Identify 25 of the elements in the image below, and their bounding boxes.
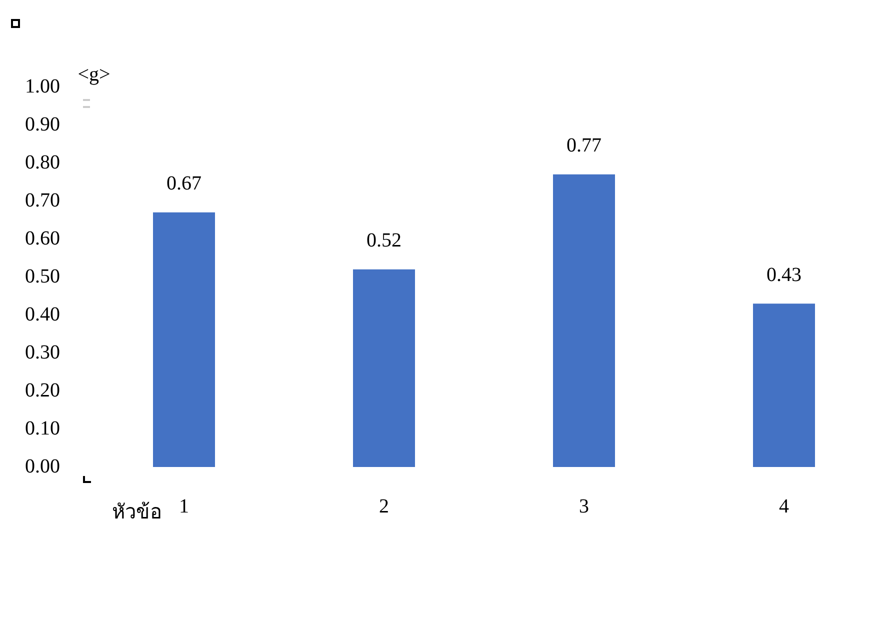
x-tick-label: 3 [579, 495, 589, 518]
y-tick-label: 0.60 [25, 227, 60, 250]
data-label: 0.77 [566, 134, 602, 157]
bar [353, 269, 415, 467]
bar [553, 174, 615, 467]
y-tick-label: 0.00 [25, 455, 60, 478]
y-tick-label: 0.80 [25, 151, 60, 174]
data-label: 0.52 [366, 230, 402, 252]
y-tick-label: 0.90 [25, 113, 60, 136]
y-tick-label: 0.70 [25, 189, 60, 212]
y-tick-label: 0.50 [25, 265, 60, 288]
y-tick-label: 0.40 [25, 303, 60, 326]
x-tick-label: 1 [179, 495, 189, 518]
y-tick-label: 1.00 [25, 75, 60, 98]
x-axis-title: หัวข้อ [112, 501, 162, 524]
data-label: 0.43 [766, 264, 802, 286]
y-tick-label: 0.10 [25, 417, 60, 440]
x-tick-label: 4 [779, 495, 789, 518]
data-label: 0.67 [166, 172, 202, 195]
bar [753, 304, 815, 467]
y-tick-label: 0.20 [25, 379, 60, 402]
x-tick-label: 2 [379, 495, 389, 518]
bar [153, 212, 215, 467]
y-axis-title: <g> [78, 63, 110, 86]
y-tick-label: 0.30 [25, 341, 60, 364]
